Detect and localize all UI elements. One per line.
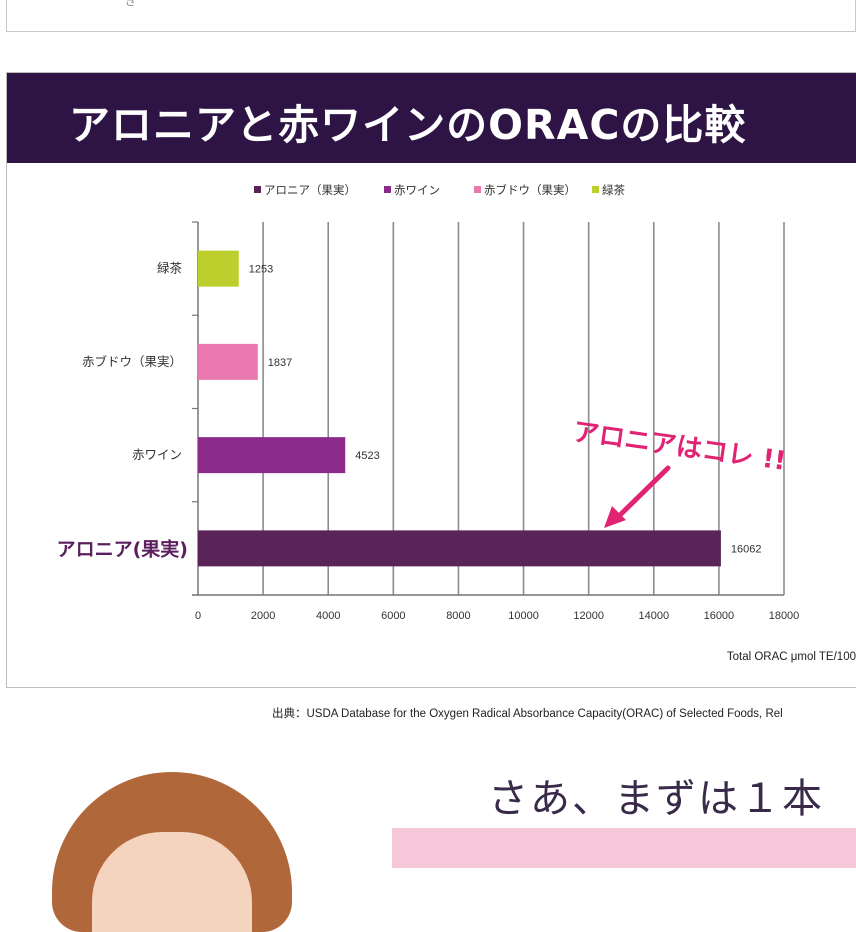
- bar: [198, 530, 721, 567]
- bar: [198, 250, 239, 287]
- x-tick-label: 2000: [251, 610, 275, 622]
- top-strip: ぎ: [6, 0, 856, 32]
- x-tick-label: 16000: [704, 610, 735, 622]
- legend-swatch: [592, 186, 599, 193]
- annotation-arrow-head: [604, 506, 626, 528]
- orac-bar-chart: 1253 緑茶 1837 赤ブドウ（果実） 4523 赤ワイン 16062 アロニア(果実) 0…: [57, 183, 856, 663]
- x-tick-label: 0: [195, 610, 201, 622]
- bar-value-label: 4523: [355, 450, 379, 462]
- bar-value-label: 16062: [731, 543, 762, 555]
- x-tick-label: 14000: [638, 610, 669, 622]
- category-label: アロニア(果実): [57, 537, 188, 560]
- pink-banner: [392, 828, 856, 868]
- legend-entry: 赤ブドウ（果実）: [484, 183, 576, 197]
- x-tick-label: 12000: [573, 610, 604, 622]
- legend-swatch: [254, 186, 261, 193]
- title-bar: アロニアと赤ワインのORACの比較: [7, 73, 856, 163]
- category-label: 赤ワイン: [132, 447, 182, 462]
- x-tick-label: 8000: [446, 610, 470, 622]
- legend-entry: 赤ワイン: [394, 183, 440, 197]
- legend-entry: アロニア（果実）: [264, 183, 356, 197]
- bar-value-label: 1837: [268, 357, 292, 369]
- x-tick-label: 6000: [381, 610, 405, 622]
- slogan-text: さあ、まずは１本: [488, 776, 824, 822]
- chart-panel: アロニアと赤ワインのORACの比較: [6, 72, 856, 688]
- bar: [198, 437, 346, 474]
- category-label: 緑茶: [157, 261, 183, 276]
- annotation-arrow-shaft: [615, 465, 671, 520]
- legend-swatch: [474, 186, 481, 193]
- x-tick-label: 4000: [316, 610, 340, 622]
- legend-swatch: [384, 186, 391, 193]
- category-label: 赤ブドウ（果実）: [82, 354, 182, 369]
- x-tick-label: 18000: [769, 610, 800, 622]
- top-strip-glyph: ぎ: [125, 0, 138, 8]
- bottom-promo: さあ、まずは１本: [0, 740, 856, 932]
- page-title: アロニアと赤ワインのORACの比較: [69, 101, 747, 149]
- source-citation: 出典：USDA Database for the Oxygen Radical …: [272, 708, 783, 720]
- bar: [198, 343, 258, 380]
- highlight-annotation: アロニアはコレ !!: [571, 417, 788, 477]
- legend-entry: 緑茶: [602, 183, 625, 197]
- x-tick-label: 10000: [508, 610, 539, 622]
- bar-value-label: 1253: [249, 264, 273, 276]
- x-axis-label: Total ORAC μmol TE/100: [727, 651, 856, 663]
